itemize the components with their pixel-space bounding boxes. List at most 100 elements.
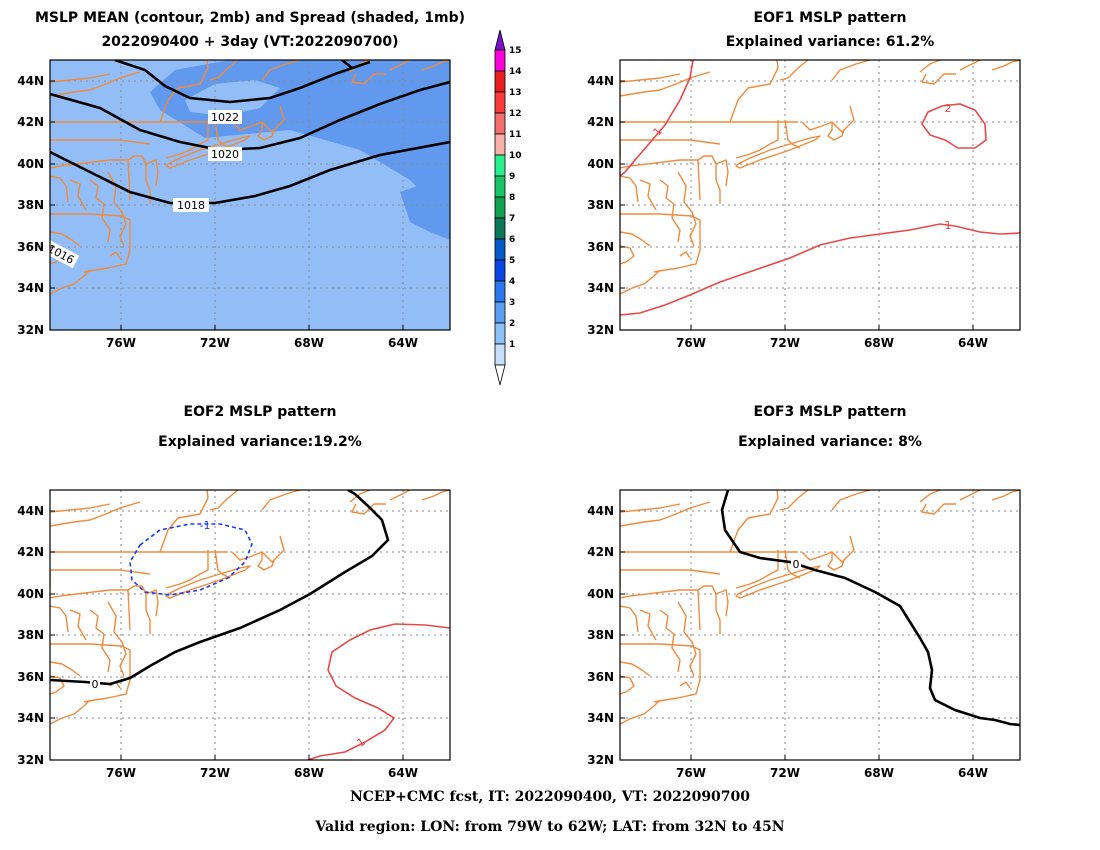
colorbar-swatch [494, 238, 506, 261]
lon-tick-label: 64W [388, 766, 418, 780]
lat-tick-label: 42N [17, 115, 44, 129]
colorbar-label: 14 [509, 67, 522, 77]
colorbar-swatch [494, 49, 506, 72]
eof2-positive-contour [307, 623, 450, 760]
colorbar-top-arrow [494, 29, 506, 51]
colorbar-bottom-arrow [494, 364, 506, 386]
colorbar-swatch [494, 343, 506, 366]
lat-tick-label: 32N [17, 753, 44, 767]
colorbar-label: 2 [509, 319, 515, 329]
colorbar-swatch [494, 154, 506, 177]
lon-tick-label: 76W [106, 766, 136, 780]
lat-tick-label: 42N [587, 545, 614, 559]
colorbar-label: 3 [509, 298, 515, 308]
panel2-title-line1: EOF1 MSLP pattern [753, 10, 907, 26]
colorbar-label: 8 [509, 193, 515, 203]
panel1-map: 1022 1020 1018 1016 [49, 59, 451, 331]
contour-label-box [208, 147, 242, 161]
lon-tick-label: 68W [294, 336, 324, 350]
mean-isobars [50, 60, 450, 253]
colorbar-swatch [494, 133, 506, 156]
panel1-frame [49, 59, 451, 331]
lat-tick-label: 32N [17, 323, 44, 337]
eof2-label-neg1: -1 [200, 519, 211, 532]
colorbar-label: 10 [509, 151, 522, 161]
lat-tick-label: 38N [17, 198, 44, 212]
colorbar-label: 4 [509, 277, 515, 287]
lon-tick-label: 72W [770, 766, 800, 780]
colorbar-swatch [494, 175, 506, 198]
lon-tick-label: 68W [864, 336, 894, 350]
lon-tick-label: 72W [770, 336, 800, 350]
lat-tick-label: 44N [587, 504, 614, 518]
panel2-frame [619, 59, 1021, 331]
lat-tick-label: 34N [587, 711, 614, 725]
eof2-label-0: 0 [92, 678, 99, 691]
eof1-label-2: 2 [945, 102, 952, 115]
panel4-frame [619, 489, 1021, 761]
lon-tick-label: 64W [958, 766, 988, 780]
contour-label-box [208, 110, 242, 124]
lat-tick-label: 44N [17, 504, 44, 518]
panel2-title-line2: Explained variance: 61.2% [725, 34, 935, 50]
panel4-title-line1: EOF3 MSLP pattern [753, 404, 907, 420]
footer-line2: Valid region: LON: from 79W to 62W; LAT:… [315, 819, 785, 835]
panel3-map: -1 0 1 [49, 489, 451, 761]
lat-tick-label: 36N [587, 670, 614, 684]
lon-tick-label: 72W [200, 766, 230, 780]
colorbar-swatch [494, 280, 506, 303]
colorbar-swatch [494, 322, 506, 345]
lat-tick-label: 42N [17, 545, 44, 559]
colorbar-label: 9 [509, 172, 515, 182]
lat-tick-label: 36N [17, 240, 44, 254]
lon-tick-label: 68W [294, 766, 324, 780]
colorbar-swatch [494, 259, 506, 282]
colorbar-label: 15 [509, 46, 522, 56]
eof3-label-0: 0 [793, 558, 800, 571]
colorbar-label: 13 [509, 88, 522, 98]
lat-tick-label: 40N [587, 157, 614, 171]
panel3-frame [49, 489, 451, 761]
colorbar-label: 5 [509, 256, 515, 266]
contour-label-1022: 1022 [211, 111, 239, 124]
panel3-title-line1: EOF2 MSLP pattern [183, 404, 337, 420]
colorbar-swatch [494, 217, 506, 240]
lat-tick-label: 34N [587, 281, 614, 295]
lat-tick-label: 42N [587, 115, 614, 129]
colorbar-label: 7 [509, 214, 515, 224]
lon-tick-label: 64W [388, 336, 418, 350]
panel1-title-line2: 2022090400 + 3day (VT:2022090700) [101, 34, 399, 50]
contour-label-1020: 1020 [211, 148, 239, 161]
colorbar-label: 6 [509, 235, 515, 245]
eof3-zero-contour [720, 490, 1020, 727]
contour-label-box [173, 198, 209, 212]
lat-tick-label: 38N [17, 628, 44, 642]
contour-label-box [791, 558, 801, 570]
lat-tick-label: 34N [17, 711, 44, 725]
colorbar-label: 11 [509, 130, 522, 140]
lon-tick-label: 64W [958, 336, 988, 350]
contour-label-1018: 1018 [177, 199, 205, 212]
lat-tick-label: 34N [17, 281, 44, 295]
panel2-map: 1 2 1 [619, 59, 1021, 331]
lat-tick-label: 40N [17, 157, 44, 171]
lat-tick-label: 44N [587, 74, 614, 88]
lon-tick-label: 72W [200, 336, 230, 350]
axis-labels: 44N 42N 40N 38N 36N 34N 32N 76W 72W 68W 64W 44N 42N 4… [17, 74, 988, 780]
eof1-contours [620, 60, 1020, 316]
lat-tick-label: 36N [17, 670, 44, 684]
lon-tick-label: 76W [106, 336, 136, 350]
eof2-zero-contour [50, 490, 390, 686]
footer-line1: NCEP+CMC fcst, IT: 2022090400, VT: 20220… [349, 789, 751, 805]
eof1-label-1b: 1 [945, 219, 952, 232]
lon-tick-label: 68W [864, 766, 894, 780]
lat-tick-label: 44N [17, 74, 44, 88]
panel4-map: 0 [619, 489, 1021, 761]
lat-tick-label: 40N [587, 587, 614, 601]
panel3-title-line2: Explained variance:19.2% [158, 434, 362, 450]
panel1-title-line1: MSLP MEAN (contour, 2mb) and Spread (sha… [35, 10, 465, 26]
colorbar-swatch [494, 70, 506, 93]
lat-tick-label: 36N [587, 240, 614, 254]
colorbar-label: 1 [509, 340, 515, 350]
